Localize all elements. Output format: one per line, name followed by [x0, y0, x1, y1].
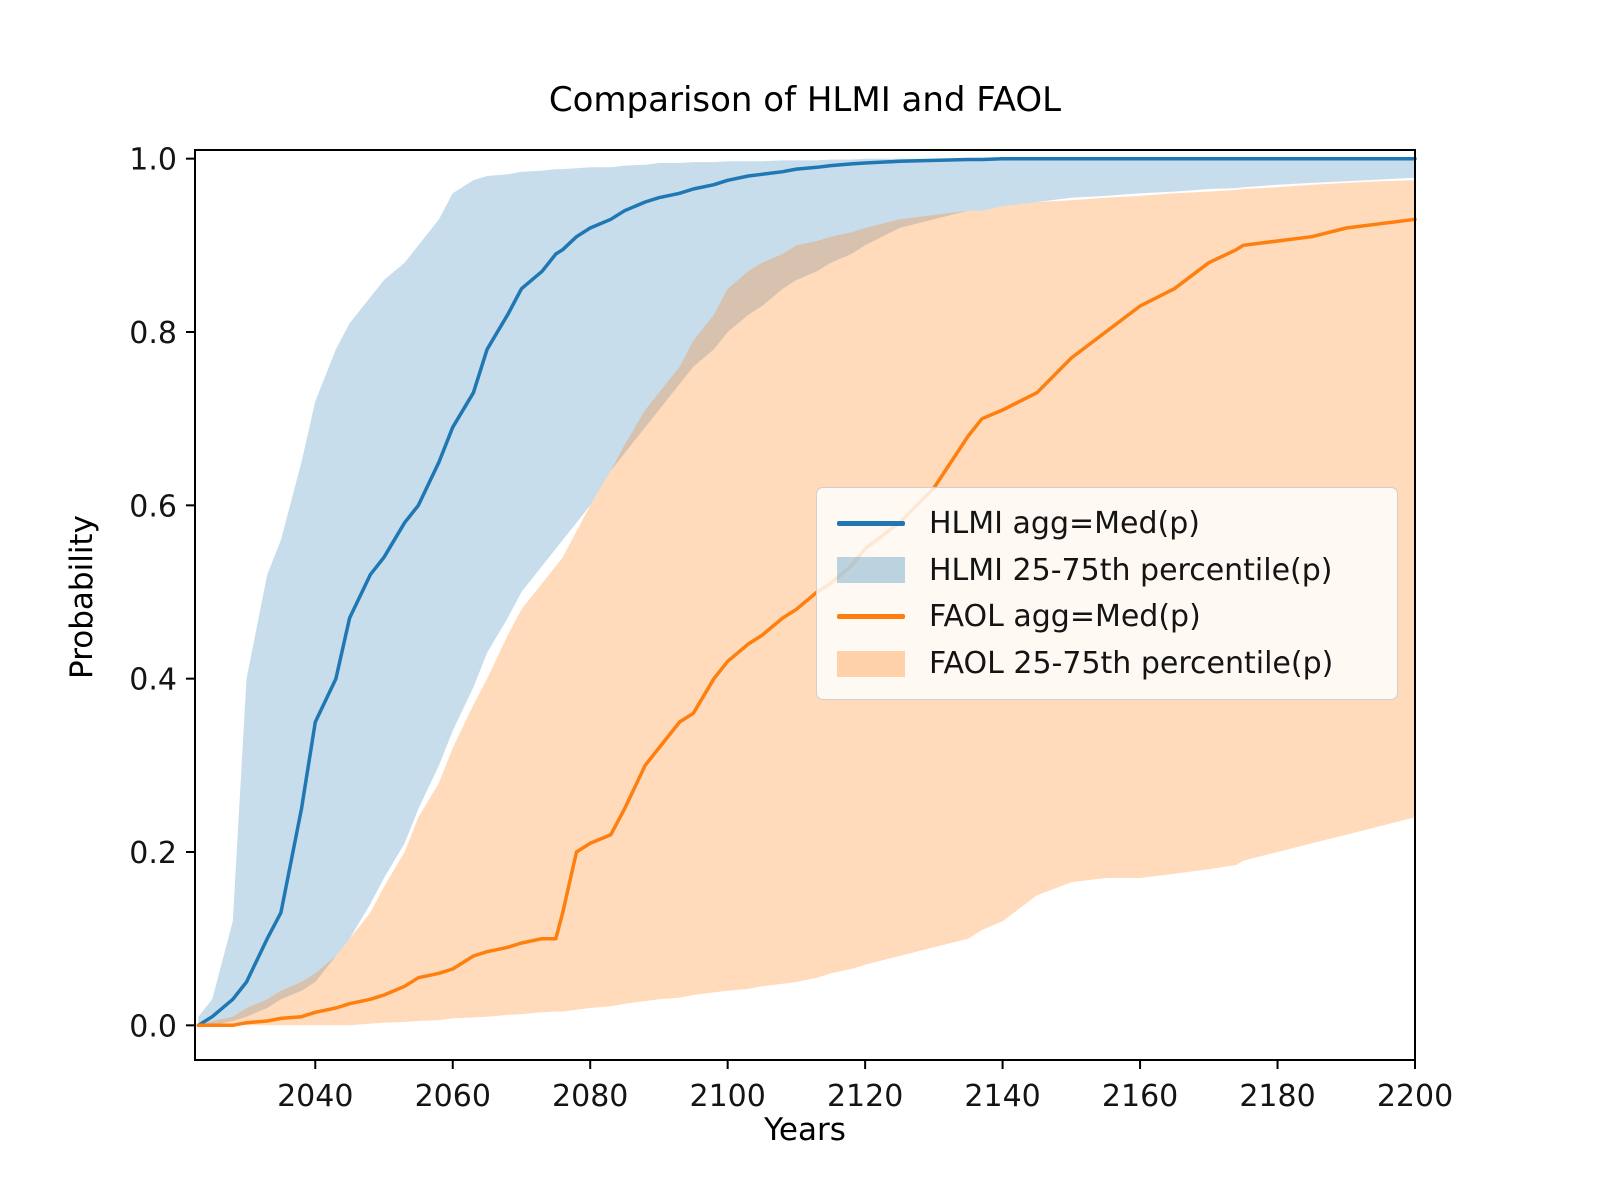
x-tick-label: 2080 — [552, 1079, 628, 1114]
hlmi-percentile-band — [198, 158, 1415, 1026]
legend-entry-faol-percentile: FAOL 25-75th percentile(p) — [835, 646, 1379, 681]
legend-label-hlmi-median: HLMI agg=Med(p) — [929, 505, 1200, 541]
x-tick-label: 2180 — [1239, 1079, 1315, 1114]
faol-band-swatch — [837, 650, 905, 677]
legend-entry-hlmi-percentile: HLMI 25-75th percentile(p) — [835, 553, 1379, 588]
y-tick-label: 0.0 — [129, 1009, 177, 1044]
hlmi-median-line — [196, 156, 1417, 1028]
x-tick-label: 2100 — [689, 1079, 765, 1114]
legend-swatch-wrap — [835, 650, 907, 677]
legend: HLMI agg=Med(p) HLMI 25-75th percentile(… — [816, 487, 1398, 700]
faol-median-line — [196, 217, 1417, 1028]
y-tick-label: 1.0 — [129, 143, 177, 178]
legend-label-faol-percentile: FAOL 25-75th percentile(p) — [929, 646, 1334, 682]
chart-title: Comparison of HLMI and FAOL — [548, 80, 1062, 120]
y-tick-label: 0.2 — [129, 836, 177, 871]
x-tick-label: 2200 — [1377, 1079, 1453, 1114]
y-tick-label: 0.6 — [129, 489, 177, 524]
y-tick-label: 0.8 — [129, 316, 177, 351]
x-tick-label: 2140 — [964, 1079, 1040, 1114]
x-tick-label: 2160 — [1102, 1079, 1178, 1114]
plot-border — [194, 149, 1416, 1061]
faol-line-swatch — [837, 614, 905, 620]
x-tick-label: 2040 — [277, 1079, 353, 1114]
legend-label-faol-median: FAOL agg=Med(p) — [929, 599, 1201, 635]
legend-swatch-wrap — [835, 614, 907, 620]
legend-swatch-wrap — [835, 557, 907, 584]
legend-entry-faol-median: FAOL agg=Med(p) — [835, 599, 1379, 634]
legend-swatch-wrap — [835, 520, 907, 526]
x-axis-label: Years — [764, 1112, 846, 1148]
y-tick-label: 0.4 — [129, 663, 177, 698]
x-tick-label: 2120 — [827, 1079, 903, 1114]
hlmi-line-swatch — [837, 520, 905, 526]
x-tick-label: 2060 — [415, 1079, 491, 1114]
legend-entry-hlmi-median: HLMI agg=Med(p) — [835, 506, 1379, 541]
hlmi-band-swatch — [837, 557, 905, 584]
legend-label-hlmi-percentile: HLMI 25-75th percentile(p) — [929, 552, 1333, 588]
y-axis-label: Probability — [64, 515, 100, 679]
